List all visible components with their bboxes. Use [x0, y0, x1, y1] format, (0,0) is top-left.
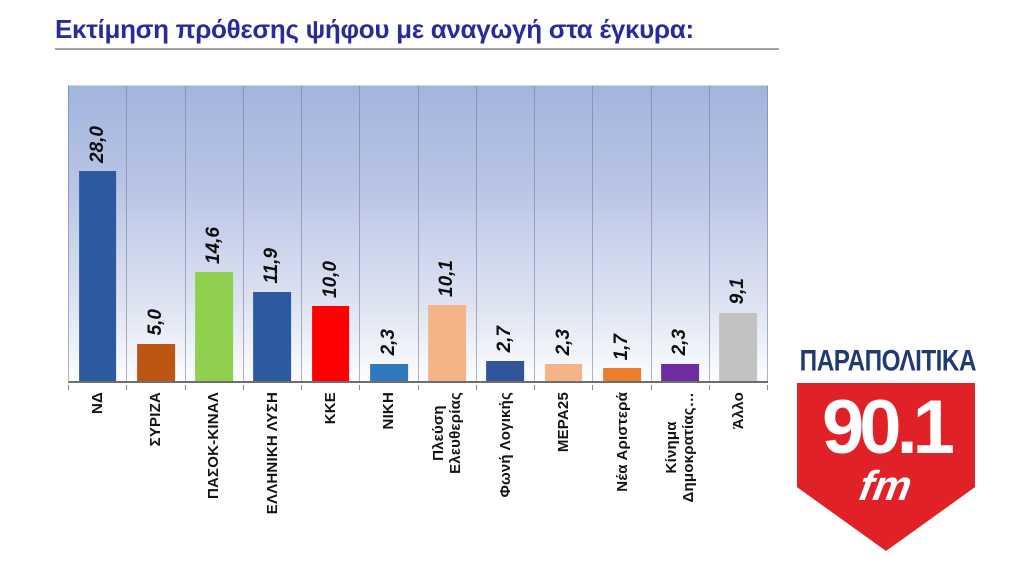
axis-tick [127, 385, 186, 390]
logo-frequency: 90.1 [822, 385, 955, 470]
bar-value-label: 10,0 [319, 261, 341, 298]
category-label: Πλεύση Ελευθερίας [430, 392, 465, 474]
category-label: ΕΛΛΗΝΙΚΗ ΛΥΣΗ [263, 392, 281, 515]
category-cell: ΕΛΛΗΝΙΚΗ ΛΥΣΗ [243, 392, 301, 557]
axis-tick [360, 385, 419, 390]
category-cell: Φωνή Λογικής [476, 392, 534, 557]
bar [136, 343, 175, 381]
bar [78, 171, 117, 381]
axis-tick [69, 385, 128, 390]
bar [311, 306, 350, 381]
category-label: ΚΚΕ [321, 392, 339, 425]
bar [486, 360, 525, 381]
bar-value-label: 5,0 [144, 309, 166, 336]
bar-value-label: 2,3 [552, 329, 574, 356]
bar [428, 305, 467, 381]
bar [369, 363, 408, 381]
bar-value-label: 2,3 [377, 329, 399, 356]
grid-column: 2,3 [535, 86, 594, 381]
grid-column: 10,1 [419, 86, 477, 381]
category-label: Φωνή Λογικής [496, 392, 514, 498]
grid-column: 9,1 [710, 86, 768, 381]
bar [719, 312, 758, 381]
axis-tick [593, 385, 652, 390]
grid-column: 5,0 [127, 86, 186, 381]
bar [253, 291, 292, 381]
title-underline [55, 48, 779, 50]
grid-column: 11,9 [244, 86, 302, 381]
category-cell: Πλεύση Ελευθερίας [418, 392, 476, 557]
logo-brand-text: ΠΑΡΑΠΟΛΙΤΙΚΑ [799, 344, 977, 378]
grid-column: 2,7 [477, 86, 535, 381]
category-cell: ΠΑΣΟΚ-ΚΙΝΑΛ [185, 392, 243, 557]
category-label: ΝΔ [88, 392, 106, 415]
grid-column: 10,0 [302, 86, 361, 381]
bar-value-label: 1,7 [610, 333, 632, 361]
bar-value-label: 11,9 [261, 248, 283, 284]
bar-value-label: 14,6 [203, 226, 225, 264]
category-cell: ΜΕΡΑ25 [535, 392, 593, 557]
category-label: ΜΕΡΑ25 [555, 392, 573, 453]
x-axis-labels: ΝΔ ΣΥΡΙΖΑ ΠΑΣΟΚ-ΚΙΝΑΛ ΕΛΛΗΝΙΚΗ ΛΥΣΗ ΚΚΕ ΝΙΚΗ Π… [68, 392, 768, 557]
category-cell: ΝΔ [68, 392, 126, 557]
category-cell: Κίνημα Δημοκρατίας… [651, 392, 709, 557]
grid-column: 14,6 [186, 86, 244, 381]
grid-column: 28,0 [69, 86, 128, 381]
chart-title: Εκτίμηση πρόθεσης ψήφου με αναγωγή στα έ… [55, 14, 694, 44]
axis-tick [652, 385, 710, 390]
category-cell: ΝΙΚΗ [360, 392, 418, 557]
logo-shield: 90.1 fm [797, 383, 975, 551]
grid-column: 1,7 [593, 86, 652, 381]
bar [602, 368, 641, 381]
bar-value-label: 2,3 [669, 329, 691, 356]
logo-band: fm [856, 461, 916, 509]
category-label: Άλλο [730, 392, 748, 430]
axis-tick [535, 385, 594, 390]
axis-tick [419, 385, 477, 390]
bar [661, 363, 700, 381]
axis-tick [244, 385, 302, 390]
bar-value-label: 28,0 [86, 126, 108, 163]
axis-tick [186, 385, 244, 390]
axis-tick [710, 385, 768, 390]
category-label: ΠΑΣΟΚ-ΚΙΝΑΛ [205, 392, 223, 500]
bar-value-label: 10,1 [436, 260, 458, 298]
axis-tick [477, 385, 535, 390]
category-cell: ΚΚΕ [301, 392, 359, 557]
bar-value-label: 2,7 [494, 326, 516, 353]
plot-area: 28,0 5,0 14,6 11,9 10,0 2,3 10,1 2,7 2,3 1,7 2,3 9,… [68, 85, 768, 383]
grid-column: 2,3 [360, 86, 419, 381]
bar [544, 363, 583, 381]
radio-station-logo: ΠΑΡΑΠΟΛΙΤΙΚΑ 90.1 fm [797, 345, 976, 551]
x-axis-ticks [68, 385, 768, 390]
category-label: ΝΙΚΗ [380, 392, 398, 430]
grid-column: 2,3 [652, 86, 710, 381]
bar-value-label: 9,1 [727, 278, 749, 305]
category-cell: ΣΥΡΙΖΑ [126, 392, 184, 557]
category-label: Κίνημα Δημοκρατίας… [663, 392, 698, 503]
category-label: Νέα Αριστερά [613, 392, 631, 492]
category-cell: Άλλο [710, 392, 768, 557]
axis-tick [302, 385, 361, 390]
category-cell: Νέα Αριστερά [593, 392, 651, 557]
bar [195, 271, 234, 381]
category-label: ΣΥΡΙΖΑ [146, 392, 164, 447]
